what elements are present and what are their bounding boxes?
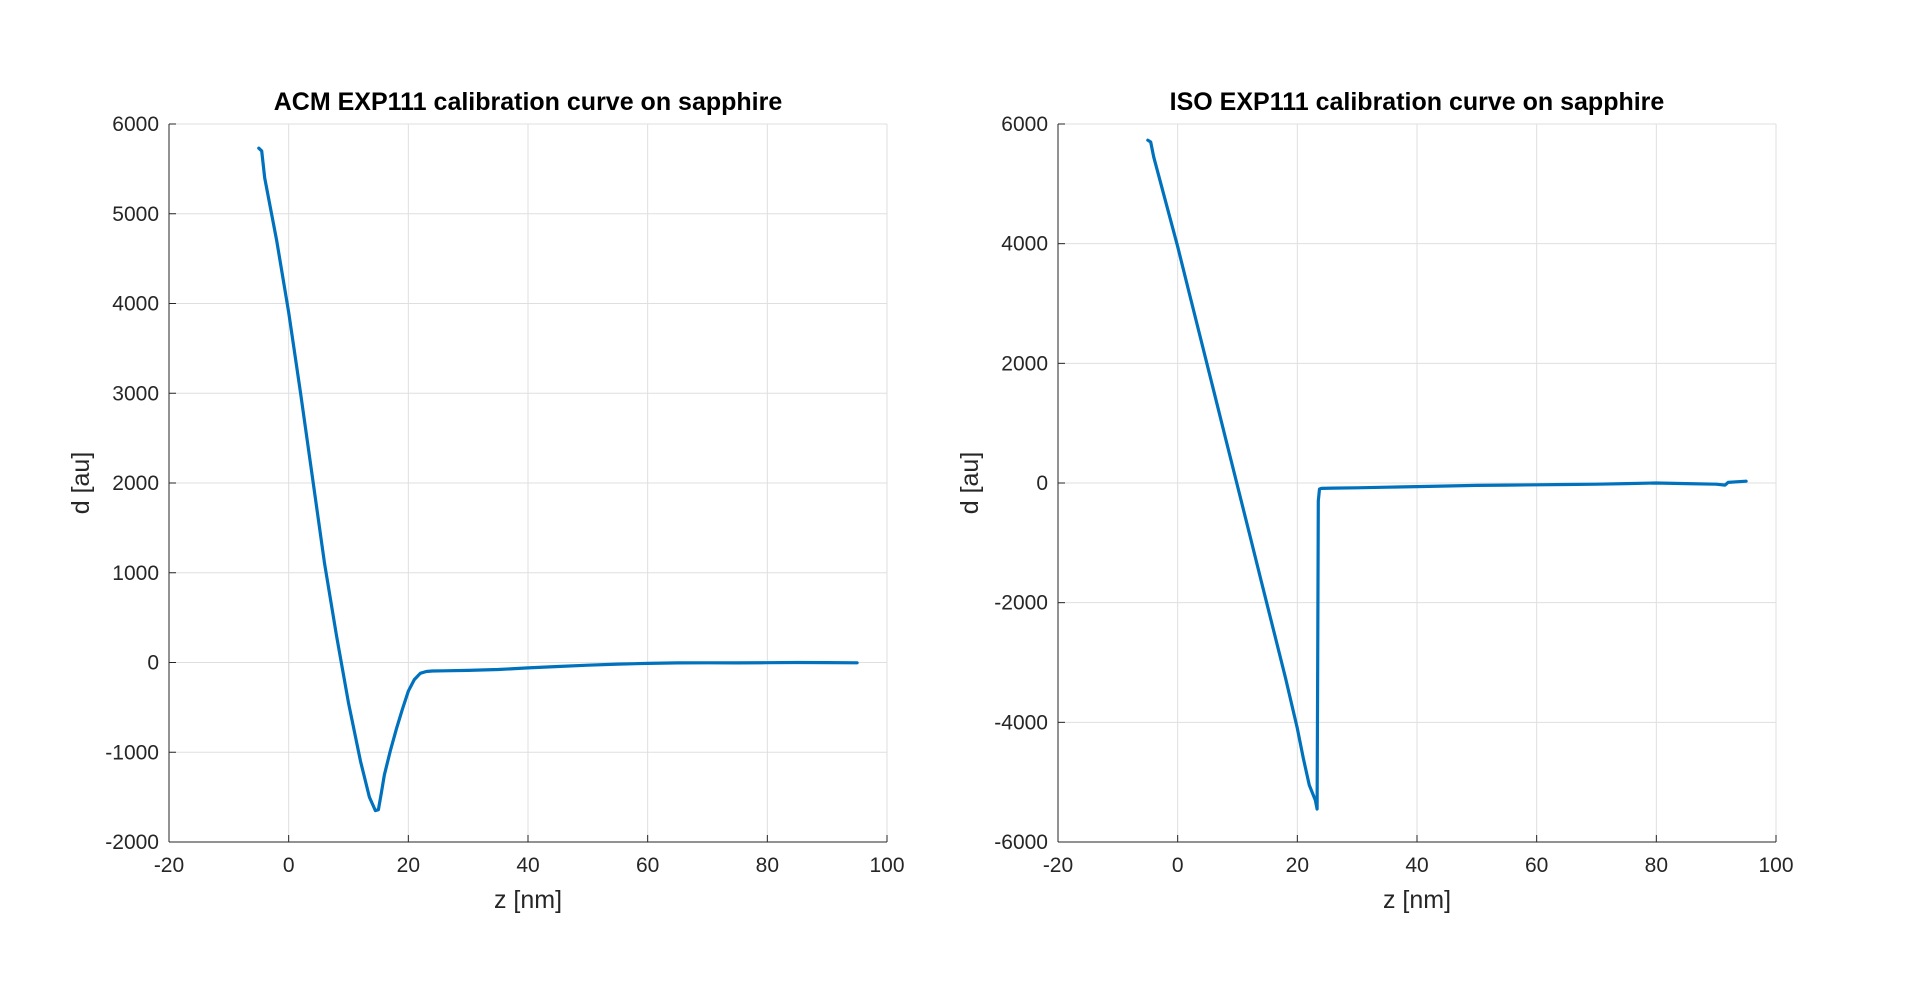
y-tick-label: 4000 (112, 293, 159, 316)
x-tick-label: 100 (869, 854, 904, 877)
y-tick-label: 6000 (1001, 113, 1048, 136)
y-tick-label: 3000 (112, 382, 159, 405)
x-tick-label: 60 (636, 854, 659, 877)
y-tick-label: 5000 (112, 203, 159, 226)
x-tick-label: 40 (516, 854, 539, 877)
y-tick-label: -2000 (105, 831, 159, 854)
chart-acm: -20 0 20 40 60 80 100 -2000 -1000 0 1000 2000 3000 40… (67, 88, 905, 914)
y-axis-label: d [au] (67, 452, 95, 515)
x-tick-label: 20 (1286, 854, 1309, 877)
x-tick-label: 80 (756, 854, 779, 877)
x-tick-label: 60 (1525, 854, 1548, 877)
y-tick-label: -2000 (994, 592, 1048, 615)
x-tick-label: 40 (1405, 854, 1428, 877)
y-tick-label: -4000 (994, 711, 1048, 734)
y-tick-label: 4000 (1001, 233, 1048, 256)
y-axis-label: d [au] (956, 452, 984, 515)
x-tick-label: 100 (1758, 854, 1793, 877)
y-tick-label: 1000 (112, 562, 159, 585)
x-tick-label: -20 (154, 854, 184, 877)
x-axis-label: z [nm] (1383, 886, 1451, 914)
y-tick-label: -6000 (994, 831, 1048, 854)
y-tick-label: 6000 (112, 113, 159, 136)
x-tick-label: 0 (283, 854, 295, 877)
chart-title: ACM EXP111 calibration curve on sapphire (274, 88, 783, 116)
y-tick-label: 0 (1036, 472, 1048, 495)
x-tick-label: 20 (397, 854, 420, 877)
x-tick-label: 80 (1645, 854, 1668, 877)
series-line (257, 146, 859, 813)
y-tick-label: 2000 (1001, 352, 1048, 375)
x-axis-label: z [nm] (494, 886, 562, 914)
x-tick-label: 0 (1172, 854, 1184, 877)
x-tick-label: -20 (1043, 854, 1073, 877)
chart-iso: -20 0 20 40 60 80 100 -6000 -4000 -2000 0 2000 4000 6… (956, 88, 1794, 914)
series-line (1146, 138, 1748, 811)
y-tick-label: 0 (147, 652, 159, 675)
chart-title: ISO EXP111 calibration curve on sapphire (1170, 88, 1665, 116)
y-tick-label: -1000 (105, 741, 159, 764)
y-tick-label: 2000 (112, 472, 159, 495)
